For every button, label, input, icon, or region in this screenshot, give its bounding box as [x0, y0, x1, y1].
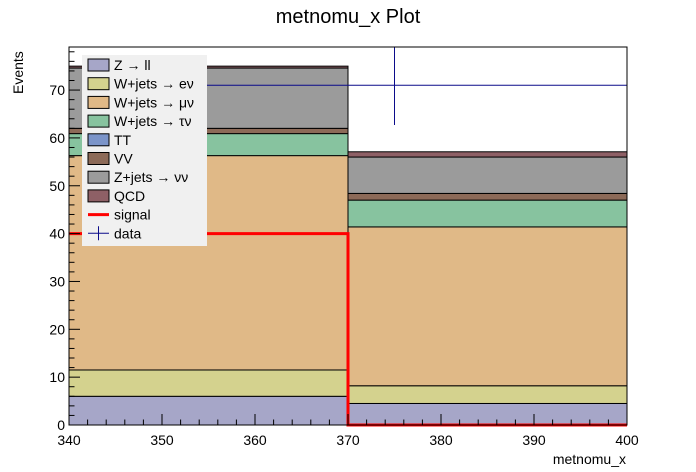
legend-label: TT [114, 132, 132, 148]
stack-bar-5-bin-1 [347, 192, 628, 201]
x-tick-label: 370 [336, 432, 360, 448]
legend-label: data [114, 225, 141, 241]
chart-title: metnomu_x Plot [275, 6, 421, 28]
y-tick-label: 30 [49, 273, 65, 289]
legend-label: Z+jets → νν [114, 169, 188, 185]
legend-label: Z → ll [114, 57, 151, 73]
stack-bar-0-bin-1 [347, 402, 628, 426]
x-tick-label: 400 [615, 432, 639, 448]
legend-swatch-4 [87, 133, 110, 147]
legend-swatch-1 [87, 77, 110, 91]
legend-label: VV [114, 151, 133, 167]
x-axis-label: metnomu_x [552, 451, 626, 467]
stack-bar-2-bin-1 [347, 226, 628, 387]
y-tick-label: 60 [49, 130, 65, 146]
legend-label: W+jets → eν [114, 76, 194, 92]
y-tick-label: 40 [49, 226, 65, 242]
legend-swatch-7 [87, 189, 110, 203]
x-tick-label: 360 [243, 432, 267, 448]
legend-swatch-0 [87, 58, 110, 72]
stack-bar-0-bin-0 [68, 395, 349, 426]
stack-bar-1-bin-1 [347, 385, 628, 404]
data-layer [162, 47, 627, 125]
stack-bar-7-bin-1 [347, 151, 628, 158]
legend-label: signal [114, 207, 151, 223]
legend-swatch-3 [87, 114, 110, 128]
stack-bar-1-bin-0 [68, 369, 349, 397]
axes-layer: 340 350 360 370 380 390 400 0 10 20 30 40 50 60 70 [49, 46, 639, 448]
y-tick-label: 20 [49, 321, 65, 337]
y-tick-label: 70 [49, 82, 65, 98]
legend-swatch-5 [87, 152, 110, 165]
y-tick-label: 0 [57, 417, 65, 433]
legend-swatch-2 [87, 95, 110, 109]
legend: Z → ll W+jets → eν W+jets → μν W+jets → τν T… [82, 55, 207, 246]
legend-label: W+jets → μν [114, 94, 194, 110]
stack-bar-6-bin-1 [347, 156, 628, 194]
x-tick-label: 390 [522, 432, 546, 448]
stack-bar-3-bin-1 [347, 199, 628, 228]
legend-label: W+jets → τν [114, 113, 192, 129]
legend-swatch-6 [87, 170, 110, 184]
legend-label: QCD [114, 188, 145, 204]
y-tick-label: 50 [49, 178, 65, 194]
x-tick-label: 340 [57, 432, 81, 448]
x-tick-label: 380 [429, 432, 453, 448]
y-tick-label: 10 [49, 369, 65, 385]
x-tick-label: 350 [150, 432, 174, 448]
